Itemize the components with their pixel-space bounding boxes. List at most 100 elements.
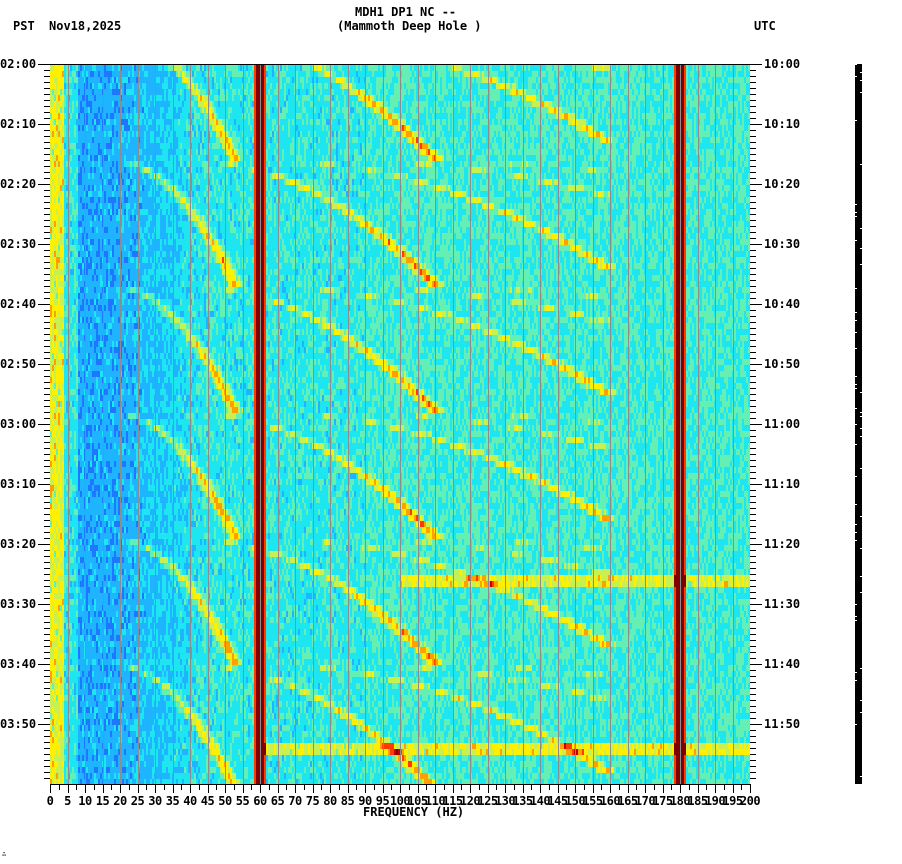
scale-bar-notch [860, 548, 862, 549]
x-tick-label: 125 [477, 795, 498, 807]
y-tick-left [44, 442, 50, 443]
y-tick-left [44, 208, 50, 209]
y-tick-right [750, 334, 756, 335]
y-tick-left [44, 160, 50, 161]
y-tick-right [750, 280, 756, 281]
y-tick-right [750, 136, 756, 137]
y-tick-right [750, 508, 756, 509]
y-tick-left [44, 736, 50, 737]
y-tick-right [750, 658, 756, 659]
scale-bar-notch [855, 540, 857, 541]
y-tick-right [750, 304, 762, 305]
scale-bar-notch [855, 320, 857, 321]
y-tick-left [44, 532, 50, 533]
y-tick-left [44, 106, 50, 107]
x-tick-label: 60 [253, 795, 267, 807]
y-tick-left [44, 754, 50, 755]
y-tick-left [44, 76, 50, 77]
y-tick-left [44, 286, 50, 287]
y-tick-right [750, 754, 756, 755]
y-tick-left [44, 490, 50, 491]
y-tick-right [750, 292, 756, 293]
scale-bar-notch [860, 436, 862, 437]
y-tick-left [44, 676, 50, 677]
y-tick-left [44, 430, 50, 431]
x-tick [584, 784, 585, 790]
y-tick-right [750, 250, 756, 251]
y-tick-left [38, 484, 50, 485]
x-axis-line [50, 784, 750, 785]
y-tick-label-left: 03:00 [0, 418, 36, 430]
y-tick-left [44, 694, 50, 695]
x-tick-label: 5 [64, 795, 71, 807]
y-tick-left [44, 292, 50, 293]
y-tick-left [44, 610, 50, 611]
y-tick-right [750, 310, 756, 311]
y-tick-right [750, 436, 756, 437]
y-tick-right [750, 208, 756, 209]
y-tick-left [44, 136, 50, 137]
y-tick-left [44, 670, 50, 671]
x-tick [164, 784, 165, 790]
x-tick [391, 784, 392, 790]
y-tick-right [750, 238, 756, 239]
y-tick-left [38, 364, 50, 365]
y-tick-right [750, 592, 756, 593]
x-tick-label: 185 [687, 795, 708, 807]
x-tick [698, 784, 699, 793]
scale-bar-notch [855, 216, 857, 217]
x-tick [85, 784, 86, 793]
y-tick-right [750, 670, 756, 671]
y-tick-left [44, 220, 50, 221]
y-tick-left [44, 400, 50, 401]
y-tick-right [750, 202, 756, 203]
x-tick [549, 784, 550, 790]
scale-bar-notch [860, 248, 862, 249]
x-tick [234, 784, 235, 790]
x-tick [663, 784, 664, 793]
y-tick-right [750, 598, 756, 599]
y-tick-left [38, 244, 50, 245]
x-tick-label: 190 [705, 795, 726, 807]
y-tick-left [44, 448, 50, 449]
y-tick-right [750, 484, 762, 485]
y-tick-right [750, 256, 756, 257]
y-tick-left [44, 214, 50, 215]
y-tick-right [750, 286, 756, 287]
y-tick-left [44, 412, 50, 413]
x-tick-label: 75 [306, 795, 320, 807]
x-tick [155, 784, 156, 793]
scale-bar-notch [855, 620, 857, 621]
y-tick-left [44, 256, 50, 257]
y-tick-right [750, 346, 756, 347]
scale-bar-notch [860, 668, 862, 669]
y-tick-left [44, 340, 50, 341]
x-tick [111, 784, 112, 790]
y-tick-left [44, 496, 50, 497]
y-tick-right [750, 142, 756, 143]
y-tick-right [750, 460, 756, 461]
y-tick-right [750, 220, 756, 221]
y-tick-right [750, 184, 762, 185]
x-tick [479, 784, 480, 790]
y-tick-right [750, 502, 756, 503]
y-tick-right [750, 544, 762, 545]
y-tick-left [38, 604, 50, 605]
y-tick-left [44, 280, 50, 281]
x-tick-label: 120 [460, 795, 481, 807]
y-tick-left [44, 268, 50, 269]
scale-bar-notch [855, 724, 857, 725]
y-tick-left [44, 586, 50, 587]
y-tick-left [44, 688, 50, 689]
y-tick-label-left: 03:10 [0, 478, 36, 490]
y-tick-right [750, 568, 756, 569]
y-tick-left [44, 508, 50, 509]
y-tick-left [38, 544, 50, 545]
x-tick [593, 784, 594, 793]
x-tick [523, 784, 524, 793]
y-tick-right [750, 526, 756, 527]
x-tick-label: 45 [201, 795, 215, 807]
y-tick-right [750, 430, 756, 431]
y-tick-right [750, 226, 756, 227]
corner-mark: ∴ [2, 850, 6, 858]
